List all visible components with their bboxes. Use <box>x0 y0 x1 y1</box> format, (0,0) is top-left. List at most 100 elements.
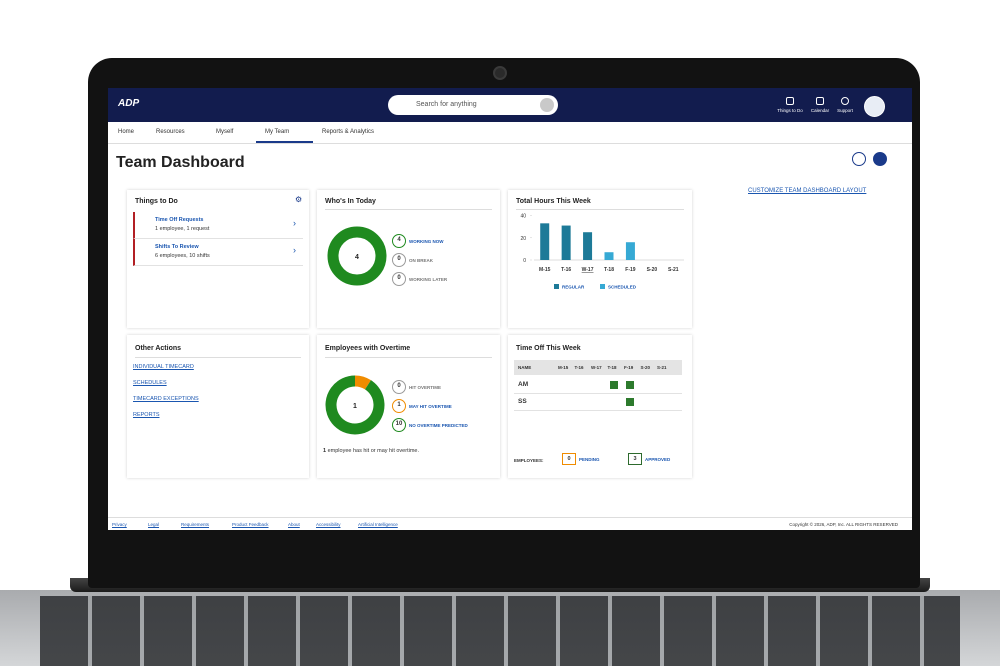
todo-item[interactable]: Shifts To Review 6 employees, 10 shifts … <box>133 239 303 266</box>
header-icon-label[interactable]: Calendar <box>810 108 830 113</box>
footer-link[interactable]: Product Feedback <box>232 522 269 527</box>
help-button[interactable] <box>873 152 887 166</box>
footer-link[interactable]: About <box>288 522 300 527</box>
status-label: NO OVERTIME PREDICTED <box>409 423 468 428</box>
x-tick-label: T-18 <box>604 267 614 273</box>
nav-bar: Home Resources Myself My Team Reports & … <box>108 122 912 144</box>
day-header: M-15 <box>558 365 569 370</box>
overtime-card: Employees with Overtime 1 employee has h… <box>317 335 500 478</box>
donut: 1 <box>325 375 385 435</box>
day-header: F-19 <box>624 365 634 370</box>
time-off-mark <box>609 381 618 389</box>
day-header: T-18 <box>607 365 617 370</box>
row-divider <box>514 410 682 411</box>
bar <box>540 223 550 260</box>
bar <box>561 225 571 260</box>
card-title: Total Hours This Week <box>516 198 591 205</box>
nav-item[interactable]: Reports & Analytics <box>322 129 375 135</box>
hours-chart: 0 20 40 M-15 T-16 W-17 T-18 F-19 S-20 S-21 REGULAR… <box>520 214 684 290</box>
legend-label: REGULAR <box>562 285 585 290</box>
legend-label: EMPLOYEES: <box>514 458 544 463</box>
status-label: WORKING NOW <box>409 239 444 244</box>
card-title: Things to Do <box>135 198 178 205</box>
action-link[interactable]: REPORTS <box>133 412 160 418</box>
settings-icon[interactable]: ⚙ <box>295 195 303 204</box>
page-title: Team Dashboard <box>116 154 245 171</box>
todo-item[interactable]: Time Off Requests 1 employee, 1 request … <box>133 212 303 239</box>
footer-link[interactable]: Artificial Intelligence <box>358 522 398 527</box>
donut-segment <box>325 375 385 435</box>
status-label: HIT OVERTIME <box>409 385 442 390</box>
search-box[interactable]: Search for anything <box>388 95 558 115</box>
other-actions-card: Other Actions INDIVIDUAL TIMECARD SCHEDU… <box>127 335 309 478</box>
logo[interactable]: ADP <box>118 98 140 109</box>
y-tick-label: 20 <box>520 236 526 242</box>
avatar[interactable] <box>864 96 885 117</box>
card-title: Time Off This Week <box>516 345 581 352</box>
nav-item[interactable]: Myself <box>216 129 234 135</box>
top-bar: ADP Search for anything Things to Do Cal… <box>108 88 912 122</box>
legend-count: 0 <box>562 453 576 465</box>
whos-in-card: Who's In Today 4 4 WORKING NOW 0 ON BREAK 0 WO… <box>317 190 500 328</box>
chevron: › <box>293 245 296 255</box>
donut: 4 <box>327 226 387 286</box>
bar <box>604 252 614 260</box>
todo-title: Time Off Requests <box>155 217 204 223</box>
keyboard <box>40 596 960 666</box>
legend-label: APPROVED <box>645 457 671 462</box>
footer-link[interactable]: Accessibility <box>316 522 341 527</box>
status-count: 0 <box>392 253 406 267</box>
todo-detail: 1 employee, 1 request <box>155 226 210 232</box>
donut-segment <box>327 226 387 286</box>
action-link[interactable]: INDIVIDUAL TIMECARD <box>133 364 194 370</box>
header-icon-label[interactable]: Things to Do <box>777 108 803 113</box>
time-off-mark <box>626 398 634 406</box>
y-tick-label: 40 <box>520 214 526 220</box>
x-tick-label: M-15 <box>539 267 551 273</box>
time-off-mark <box>626 381 634 389</box>
legend-swatch <box>600 284 605 289</box>
bar <box>625 242 635 260</box>
header-icon-label[interactable]: Support <box>837 108 853 113</box>
legend-label: PENDING <box>579 457 600 462</box>
footer-link[interactable]: Requirements <box>181 522 210 527</box>
webcam <box>493 66 507 80</box>
time-off-card: Time Off This Week NAME EMPLOYEES: M-15 T… <box>508 335 692 478</box>
card-title: Other Actions <box>135 345 182 352</box>
nav-item[interactable]: Resources <box>156 129 185 135</box>
things-to-do-card: Things to Do ⚙ Time Off Requests 1 emplo… <box>127 190 309 328</box>
note-count: 1 <box>323 448 327 454</box>
x-tick-label: F-19 <box>625 267 636 273</box>
footer-link[interactable]: Privacy <box>112 522 127 527</box>
nav-item[interactable]: Home <box>118 129 135 135</box>
day-header: S-21 <box>657 365 667 370</box>
divider <box>325 209 492 210</box>
action-link[interactable]: TIMECARD EXCEPTIONS <box>133 396 199 402</box>
legend-swatch <box>554 284 559 289</box>
total-hours-card: Total Hours This Week 0 20 40 M-15 T-16 W-17 T… <box>508 190 692 328</box>
donut-center: 4 <box>355 254 359 261</box>
divider <box>325 357 492 358</box>
day-header: S-20 <box>640 365 651 370</box>
icon <box>841 97 849 105</box>
nav-item[interactable]: My Team <box>265 129 290 135</box>
icon <box>786 97 794 105</box>
search-button[interactable] <box>540 98 554 112</box>
chevron: › <box>293 218 296 228</box>
icon <box>816 97 824 105</box>
status-count: 1 <box>392 399 406 413</box>
favorite-button[interactable] <box>852 152 866 166</box>
status-count: 4 <box>392 234 406 248</box>
customize-link[interactable]: CUSTOMIZE TEAM DASHBOARD LAYOUT <box>748 188 867 194</box>
divider <box>135 357 301 358</box>
legend-count: 3 <box>628 453 642 465</box>
action-link[interactable]: SCHEDULES <box>133 380 167 386</box>
footer-link[interactable]: Legal <box>148 522 160 527</box>
status-count: 10 <box>392 418 406 432</box>
table-header <box>514 360 682 375</box>
donut-segment <box>354 375 371 390</box>
status-label: MAY HIT OVERTIME <box>409 404 452 409</box>
x-tick-label: S-20 <box>647 267 658 273</box>
x-tick-label: T-16 <box>561 267 571 273</box>
